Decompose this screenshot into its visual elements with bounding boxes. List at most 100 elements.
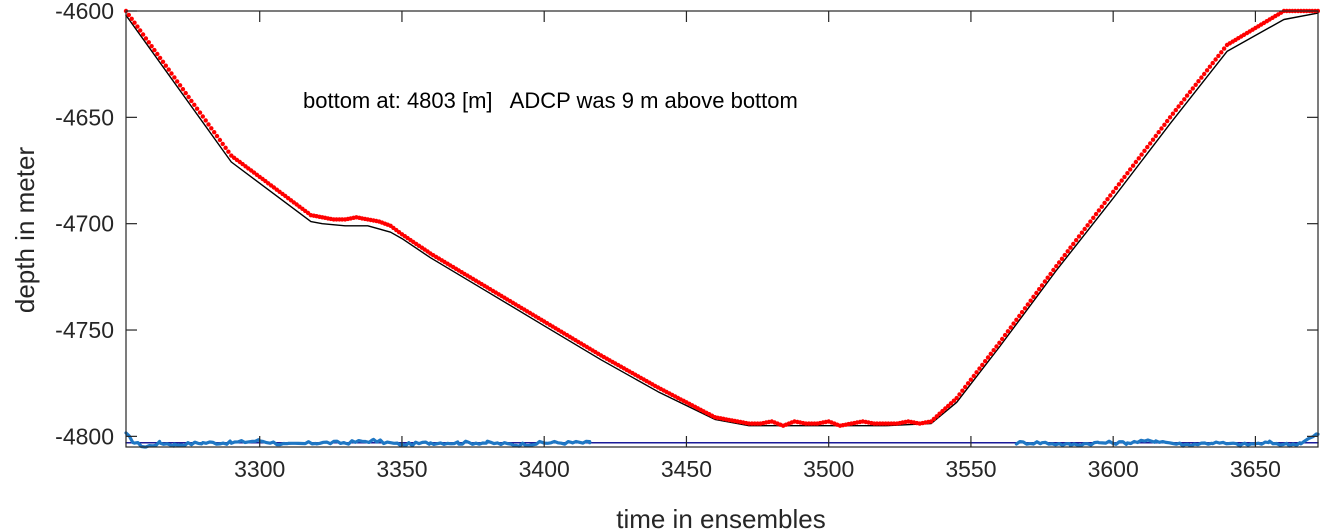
depth-point <box>1156 130 1161 135</box>
depth-point <box>1022 306 1028 311</box>
depth-point <box>1216 53 1221 59</box>
depth-point <box>943 406 948 411</box>
depth-point <box>194 106 200 111</box>
depth-point <box>985 355 991 360</box>
depth-point <box>1184 93 1190 98</box>
depth-point <box>1062 252 1068 258</box>
y-tick-label: -4750 <box>55 317 114 343</box>
depth-point <box>1048 271 1053 277</box>
depth-point <box>217 137 223 143</box>
x-tick-label: 3650 <box>1230 456 1281 482</box>
depth-point <box>1122 174 1127 180</box>
depth-point <box>214 133 220 139</box>
depth-point <box>160 59 166 64</box>
depth-point <box>1162 122 1167 128</box>
depth-point <box>931 416 937 422</box>
depth-point <box>223 145 228 150</box>
depth-point <box>1000 336 1005 342</box>
depth-point <box>1065 249 1070 254</box>
depth-point <box>1170 111 1176 116</box>
depth-point <box>1153 133 1159 139</box>
depth-point <box>971 373 976 379</box>
depth-point <box>1017 313 1022 319</box>
depth-point <box>203 118 208 123</box>
bottom-detect-start <box>124 431 592 449</box>
depth-point <box>1165 118 1170 124</box>
depth-point <box>1085 223 1090 228</box>
depth-point <box>1145 144 1150 150</box>
depth-point <box>960 388 965 393</box>
depth-point <box>965 381 971 386</box>
depth-point <box>1139 152 1144 157</box>
depth-point <box>180 87 186 92</box>
depth-point <box>1105 197 1110 202</box>
depth-point <box>1005 329 1011 334</box>
depth-point <box>1051 267 1056 273</box>
y-tick-label: -4650 <box>55 104 114 130</box>
depth-point <box>146 40 151 45</box>
depth-point <box>1059 256 1065 261</box>
depth-point <box>126 12 131 18</box>
depth-point <box>169 71 174 76</box>
depth-point <box>183 90 188 96</box>
depth-point <box>1031 294 1036 299</box>
depth-point <box>1130 163 1136 168</box>
depth-point <box>143 36 149 41</box>
x-tick-label: 3550 <box>945 456 996 482</box>
depth-point <box>1093 211 1099 217</box>
depth-point <box>1076 234 1082 239</box>
depth-point <box>197 110 203 115</box>
depth-point <box>177 83 183 88</box>
depth-point <box>1213 57 1218 62</box>
series-layer <box>123 8 1320 449</box>
y-axis-label: depth in meter <box>10 147 40 314</box>
x-tick-label: 3600 <box>1088 456 1139 482</box>
depth-point <box>1187 89 1193 95</box>
plot-area <box>126 11 1318 447</box>
depth-point <box>937 411 942 416</box>
depth-point <box>951 398 957 403</box>
instrument-depth-series <box>123 8 1320 428</box>
depth-point <box>152 47 157 53</box>
y-tick-label: -4800 <box>55 423 114 449</box>
depth-point <box>1096 208 1102 213</box>
depth-point <box>166 67 171 72</box>
depth-point <box>1019 310 1025 315</box>
x-tick-label: 3350 <box>376 456 427 482</box>
depth-point <box>946 403 951 409</box>
depth-point <box>149 44 154 49</box>
depth-point <box>1068 245 1073 250</box>
depth-point <box>1148 141 1153 146</box>
depth-point <box>1204 68 1210 73</box>
plot-frame <box>125 10 1319 448</box>
depth-point <box>1133 159 1139 165</box>
depth-point <box>1082 226 1087 232</box>
depth-point <box>1159 126 1164 131</box>
depth-point <box>220 141 225 147</box>
depth-point <box>1136 156 1142 161</box>
depth-point <box>135 24 140 29</box>
plot-background <box>126 11 1318 447</box>
depth-point <box>192 102 197 108</box>
depth-point <box>1207 64 1213 69</box>
depth-point <box>1119 178 1124 183</box>
depth-point <box>1054 264 1059 269</box>
depth-point <box>189 98 194 104</box>
x-axis-label: time in ensembles <box>616 504 826 531</box>
depth-point <box>1176 104 1181 109</box>
depth-point <box>226 149 231 154</box>
depth-point <box>1034 290 1039 296</box>
x-tick-label: 3500 <box>803 456 854 482</box>
depth-point <box>994 344 999 349</box>
depth-point <box>157 55 163 61</box>
depth-point <box>963 384 968 390</box>
depth-point <box>1128 167 1133 172</box>
depth-point <box>1202 71 1207 77</box>
ticks-layer: 3300 3350 3400 3450 3500 3550 3600 3650 -4600 -46… <box>55 0 1319 482</box>
depth-point <box>1008 325 1013 330</box>
depth-point <box>1039 283 1045 288</box>
depth-point <box>129 16 134 21</box>
depth-point <box>968 377 974 382</box>
depth-point <box>988 351 993 356</box>
depth-point <box>175 79 180 84</box>
